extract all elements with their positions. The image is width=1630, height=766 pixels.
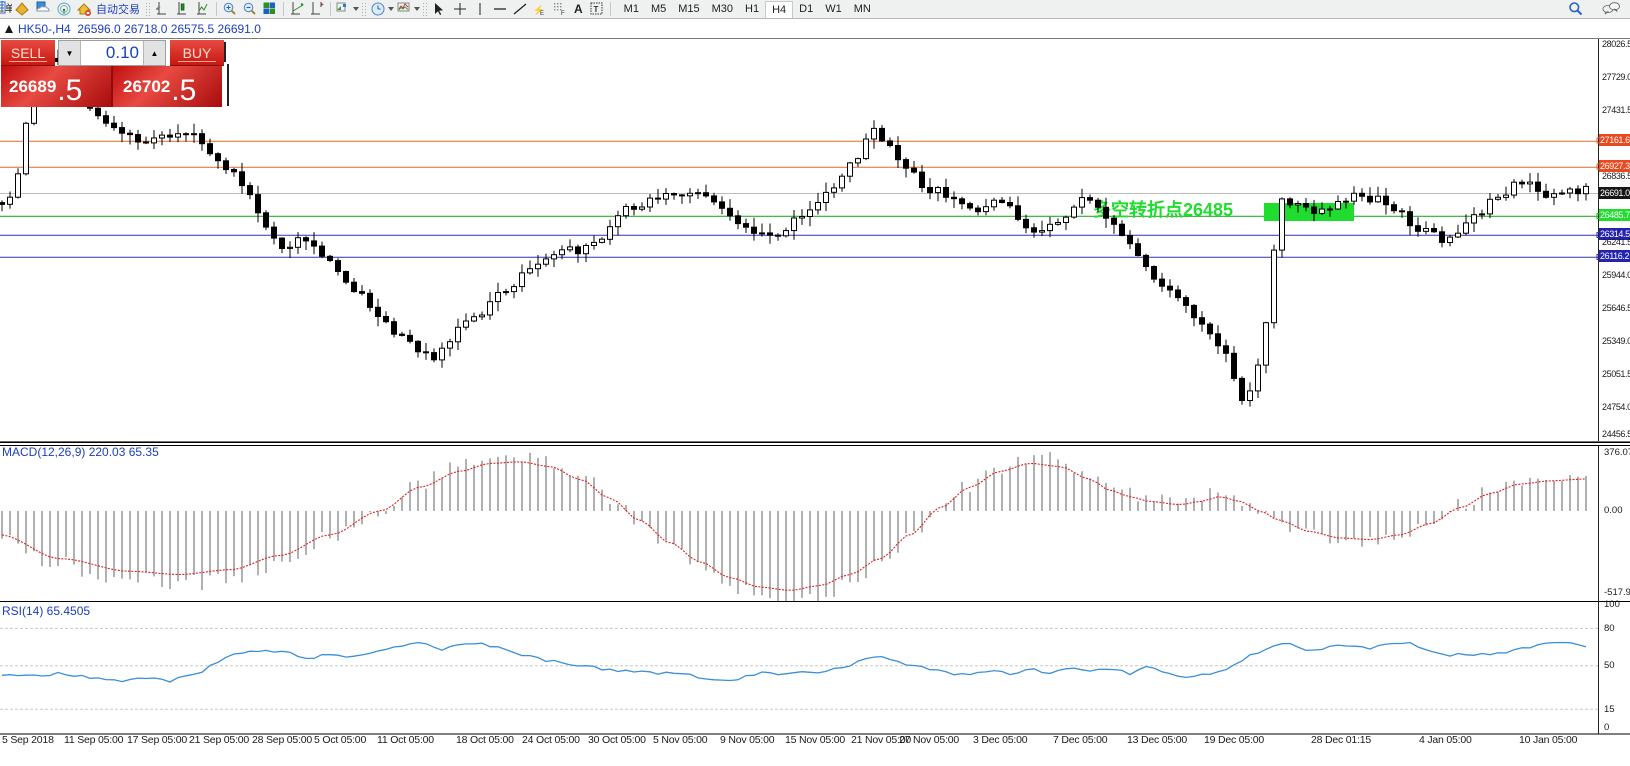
svg-text:单: 单 [5,3,12,15]
svg-text:E: E [540,11,544,17]
svg-text:F: F [561,11,565,17]
svg-text:⌐: ⌐ [157,5,161,11]
svg-text:MACD(12,26,9) 220.03 65.35: MACD(12,26,9) 220.03 65.35 [2,445,159,459]
svg-text:RSI(14) 65.4505: RSI(14) 65.4505 [2,604,90,618]
svg-text:T: T [593,5,598,14]
